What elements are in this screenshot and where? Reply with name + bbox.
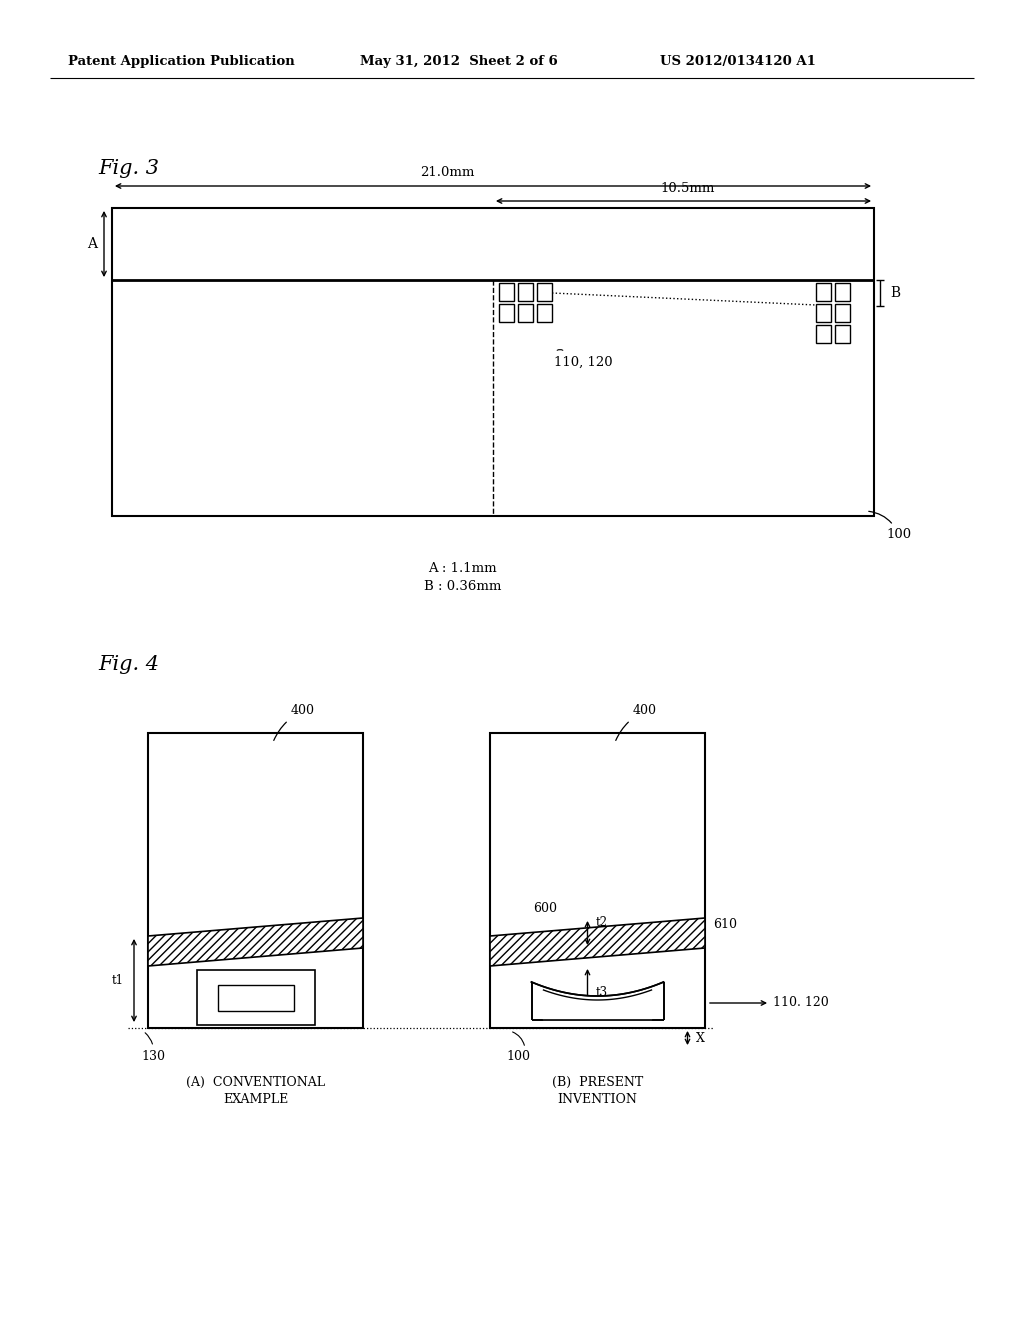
Polygon shape	[531, 982, 664, 1020]
Text: Fig. 4: Fig. 4	[98, 656, 159, 675]
Text: Patent Application Publication: Patent Application Publication	[68, 55, 295, 69]
Bar	[112, 209, 874, 516]
Text: 130: 130	[141, 1032, 165, 1063]
Text: t2: t2	[596, 916, 607, 928]
Text: 400: 400	[615, 705, 656, 741]
Text: 400: 400	[273, 705, 314, 741]
Text: EXAMPLE: EXAMPLE	[223, 1093, 288, 1106]
Text: t3: t3	[596, 986, 607, 999]
Text: B : 0.36mm: B : 0.36mm	[424, 579, 501, 593]
Bar	[816, 282, 831, 301]
Polygon shape	[148, 917, 362, 966]
Text: (A)  CONVENTIONAL: (A) CONVENTIONAL	[186, 1076, 325, 1089]
Text: 610: 610	[713, 917, 737, 931]
Text: A : 1.1mm: A : 1.1mm	[428, 561, 497, 574]
Bar	[537, 304, 552, 322]
Text: 600: 600	[534, 902, 557, 915]
Bar	[148, 733, 362, 1028]
Text: 21.0mm: 21.0mm	[420, 165, 474, 178]
Bar	[197, 970, 314, 1026]
Bar	[518, 282, 534, 301]
Text: B: B	[890, 286, 900, 300]
Bar	[816, 325, 831, 343]
Text: 10.5mm: 10.5mm	[660, 181, 715, 194]
Text: INVENTION: INVENTION	[557, 1093, 637, 1106]
Text: X: X	[695, 1031, 705, 1044]
Text: 100: 100	[868, 511, 911, 541]
Text: US 2012/0134120 A1: US 2012/0134120 A1	[660, 55, 816, 69]
Bar	[816, 304, 831, 322]
Bar	[835, 325, 850, 343]
Polygon shape	[490, 917, 705, 966]
Text: Fig. 3: Fig. 3	[98, 158, 159, 177]
Text: t1: t1	[112, 974, 124, 987]
Text: May 31, 2012  Sheet 2 of 6: May 31, 2012 Sheet 2 of 6	[360, 55, 558, 69]
Polygon shape	[544, 990, 651, 1020]
Text: 100: 100	[506, 1049, 530, 1063]
Bar	[537, 282, 552, 301]
Text: 110, 120: 110, 120	[554, 355, 612, 368]
Bar	[835, 282, 850, 301]
Text: A: A	[87, 238, 97, 251]
Bar	[499, 282, 514, 301]
Bar	[217, 985, 294, 1011]
Text: 110. 120: 110. 120	[773, 997, 828, 1010]
Bar	[490, 733, 705, 1028]
Bar	[518, 304, 534, 322]
Bar	[835, 304, 850, 322]
Bar	[499, 304, 514, 322]
Text: (B)  PRESENT: (B) PRESENT	[552, 1076, 643, 1089]
